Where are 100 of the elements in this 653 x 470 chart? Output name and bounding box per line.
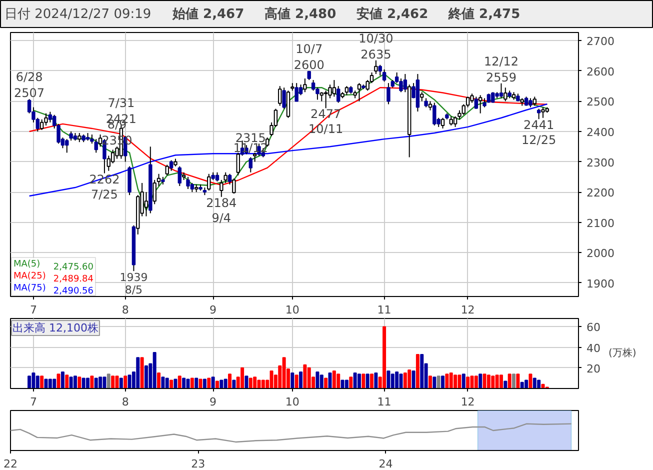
bar (340, 380, 344, 388)
x-tick-label: 9 (210, 396, 217, 408)
bar (36, 376, 40, 388)
text: 高値 2,480 (264, 6, 336, 22)
bar (303, 364, 307, 388)
bar (316, 372, 320, 388)
bar (454, 374, 458, 388)
bar (165, 378, 169, 388)
bar (336, 374, 340, 388)
y-tick-label: 1900 (586, 277, 614, 290)
bar (207, 378, 211, 388)
bar (198, 378, 202, 388)
bar (215, 380, 219, 388)
bar (466, 376, 470, 388)
x-tick-label: 11 (377, 304, 392, 316)
bar (504, 380, 508, 388)
bar (73, 376, 77, 388)
candlestick (499, 82, 504, 99)
bar (482, 374, 486, 388)
y-tick-label: 2300 (586, 156, 614, 170)
candlestick (165, 164, 169, 176)
candlestick (420, 92, 424, 102)
bar (362, 374, 366, 388)
bar (436, 376, 440, 388)
bar (432, 376, 436, 388)
bar (307, 367, 311, 388)
bar (115, 376, 119, 388)
bar (190, 378, 194, 388)
candlestick (236, 152, 240, 176)
candlestick (344, 86, 349, 96)
candlestick (528, 98, 532, 108)
candlestick (152, 179, 156, 205)
bar (541, 384, 545, 388)
bar (445, 374, 449, 388)
bar (508, 374, 512, 388)
bar (157, 372, 161, 388)
x-tick-label: 10 (285, 304, 300, 316)
annotation: 2441 12/25 (522, 118, 556, 148)
bar (299, 372, 303, 388)
candlestick (207, 173, 211, 192)
bar (462, 374, 466, 388)
candlestick (428, 100, 432, 111)
bar (399, 374, 403, 388)
candlestick (332, 80, 336, 98)
bar (161, 376, 165, 388)
x-tick-label: 23 (191, 458, 206, 470)
candlestick (248, 156, 253, 173)
candlestick (220, 179, 224, 198)
bar (170, 380, 174, 388)
bar (386, 370, 390, 388)
bar (474, 376, 478, 388)
candlestick (449, 116, 453, 126)
bar (136, 357, 140, 388)
bar (253, 376, 257, 388)
bar (499, 374, 503, 388)
candlestick (40, 118, 44, 130)
bar (194, 378, 198, 388)
y-tick-label: 2400 (586, 126, 614, 139)
annotation: 6/28 2507 (14, 70, 45, 100)
bar (211, 376, 215, 388)
annotation: 12/12 2559 (484, 54, 519, 84)
candlestick (374, 60, 378, 74)
bar (395, 372, 399, 388)
bar (370, 374, 374, 388)
bar (524, 380, 528, 388)
bar (282, 357, 286, 388)
bar (458, 374, 462, 388)
bar (111, 376, 115, 388)
text: MA(25) 2,489.84 (14, 272, 94, 284)
bar (186, 378, 190, 388)
x-tick-label: 10 (285, 396, 300, 408)
x-tick-label: 12 (460, 396, 475, 408)
candlestick (504, 87, 508, 102)
bar (290, 372, 294, 388)
x-tick-label: 24 (378, 458, 393, 470)
bar (52, 378, 56, 388)
chart-title: 日付 2024/12/27 09:19 (4, 7, 152, 22)
candlestick (357, 82, 362, 102)
candlestick (44, 112, 48, 126)
bar (270, 370, 274, 388)
bar (512, 374, 516, 388)
bar (106, 374, 110, 388)
candlestick (106, 155, 111, 172)
candlestick (532, 96, 537, 106)
bar (428, 376, 432, 388)
bar (82, 378, 86, 388)
y-tick-label: 2500 (586, 96, 614, 109)
candlestick (336, 86, 340, 104)
candlestick (541, 106, 545, 118)
x-tick-label: 22 (4, 458, 18, 470)
candlestick (65, 138, 69, 154)
bar (48, 378, 52, 388)
bar (420, 354, 424, 388)
bar (94, 378, 98, 388)
x-tick-label: 8 (122, 396, 129, 408)
bar (78, 376, 82, 388)
bar (412, 370, 416, 388)
candlestick (178, 166, 182, 186)
bar (178, 376, 182, 388)
bar (202, 378, 206, 388)
